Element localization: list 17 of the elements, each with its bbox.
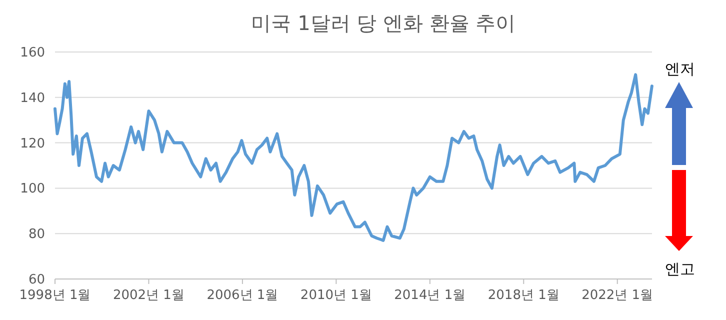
text: 엔고: [665, 260, 695, 278]
x-tick-label: 2018년 1월: [488, 288, 560, 303]
y-tick-label: 100: [20, 182, 45, 197]
x-tick-label: 1998년 1월: [19, 288, 91, 303]
y-tick-label: 80: [28, 227, 45, 242]
x-tick-label: 2014년 1월: [394, 288, 466, 303]
x-tick-label: 2022년 1월: [582, 288, 654, 303]
y-tick-label: 140: [20, 90, 45, 106]
chart-title: 미국 1달러 당 엔화 환율 추이: [251, 11, 516, 35]
y-tick-label: 60: [28, 272, 45, 288]
x-tick-label: 2010년 1월: [300, 288, 372, 303]
x-tick-label: 2002년 1월: [112, 288, 184, 303]
line-series: [54, 73, 654, 242]
y-tick-label: 120: [20, 136, 45, 152]
x-tick-label: 2006년 1월: [206, 288, 278, 303]
y-tick-label: 160: [20, 46, 45, 60]
text: 엔저: [665, 60, 695, 78]
